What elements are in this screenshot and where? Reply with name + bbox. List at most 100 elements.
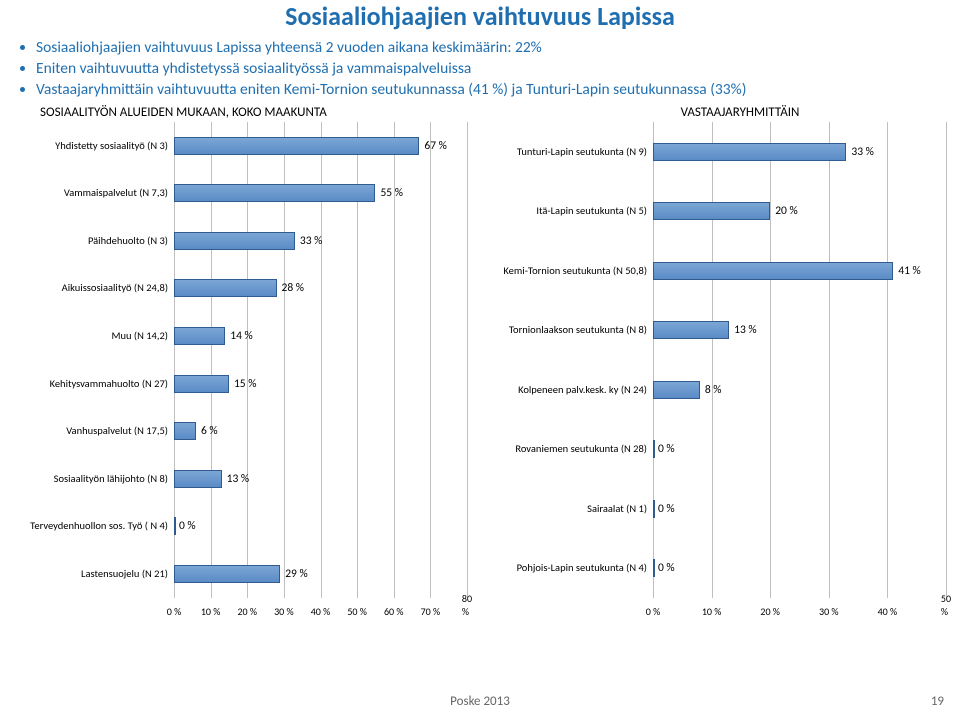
axis-tick: 30 % [274,605,294,618]
bar-value: 33 % [300,234,322,248]
chart-right: 0 % 10 % 20 % 30 % 40 % 50 % Tunturi-Lapin seu… [485,122,954,622]
chart-row: Pohjois-Lapin seutukunta (N 4)0 % [653,557,946,579]
bar-value: 0 % [658,442,675,456]
bar-label: Yhdistetty sosiaalityö (N 3) [6,140,174,152]
bar-value: 13 % [227,472,249,486]
chart-row: Tornionlaakson seutukunta (N 8)13 % [653,319,946,341]
axis-tick: 50 % [347,605,367,618]
axis-tick: 0 % [646,605,660,618]
bar-value: 33 % [851,145,873,159]
gridline [887,122,888,598]
chart-row: Terveydenhuollon sos. Työ ( N 4)0 % [174,515,467,537]
bar-label: Vammaispalvelut (N 7,3) [6,187,174,199]
bar-value: 8 % [705,383,722,397]
bullet-item: Eniten vaihtuvuutta yhdistetyssä sosiaal… [36,59,960,80]
bar-label: Sairaalat (N 1) [485,503,653,515]
axis-tick: 80 % [462,592,472,618]
gridline [770,122,771,598]
bar-value: 20 % [775,204,797,218]
axis-tick: 20 % [237,605,257,618]
bar-value: 55 % [380,186,402,200]
bar-value: 6 % [201,424,218,438]
axis-tick: 60 % [384,605,404,618]
bar [174,517,176,535]
chart-row: Päihdehuolto (N 3)33 % [174,230,467,252]
bar [653,202,770,220]
bar-value: 14 % [230,329,252,343]
chart-row: Muu (N 14,2)14 % [174,325,467,347]
axis-tick: 10 % [201,605,221,618]
bar [174,422,196,440]
bar-label: Vanhuspalvelut (N 17,5) [6,425,174,437]
chart-row: Sosiaalityön lähijohto (N 8)13 % [174,468,467,490]
bar [653,262,893,280]
bar-value: 13 % [734,323,756,337]
axis-tick: 0 % [167,605,181,618]
bar-label: Terveydenhuollon sos. Työ ( N 4) [6,521,174,533]
axis-tick: 70 % [421,605,441,618]
axis-tick: 20 % [760,605,780,618]
bar [653,381,700,399]
bar [174,232,295,250]
chart-row: Yhdistetty sosiaalityö (N 3)67 % [174,135,467,157]
axis-tick: 40 % [878,605,898,618]
chart-row: Vammaispalvelut (N 7,3)55 % [174,182,467,204]
bar-value: 67 % [424,139,446,153]
right-column-header: VASTAAJARYHMITTÄIN [480,105,960,120]
axis-tick: 50 % [941,592,951,618]
left-column-header: SOSIAALITYÖN ALUEIDEN MUKAAN, KOKO MAAKU… [0,105,480,120]
bar [174,279,277,297]
chart-row: Kolpeneen palv.kesk. ky (N 24)8 % [653,379,946,401]
axis-tick: 40 % [311,605,331,618]
chart-row: Itä-Lapin seutukunta (N 5)20 % [653,200,946,222]
footer-text: Poske 2013 [0,694,960,709]
chart-row: Sairaalat (N 1)0 % [653,498,946,520]
bar [653,500,655,518]
bar-label: Kemi-Tornion seutukunta (N 50,8) [485,265,653,277]
chart-row: Kemi-Tornion seutukunta (N 50,8)41 % [653,260,946,282]
bar [653,440,655,458]
bar-value: 0 % [658,561,675,575]
bar [174,565,280,583]
bar [174,375,229,393]
bar [653,143,846,161]
bullets-list: Sosiaaliohjaajien vaihtuvuus Lapissa yht… [18,38,960,101]
gridline [467,122,468,598]
bar-value: 0 % [179,519,196,533]
chart-row: Kehitysvammahuolto (N 27)15 % [174,373,467,395]
bar-label: Itä-Lapin seutukunta (N 5) [485,205,653,217]
bar [653,321,729,339]
bar [653,559,655,577]
chart-row: Rovaniemen seutukunta (N 28)0 % [653,438,946,460]
bar-label: Aikuissosiaalityö (N 24,8) [6,283,174,295]
bar-value: 28 % [282,281,304,295]
axis-tick: 10 % [702,605,722,618]
page-title: Sosiaaliohjaajien vaihtuvuus Lapissa [0,0,960,32]
bar-label: Tornionlaakson seutukunta (N 8) [485,324,653,336]
bar-value: 41 % [898,264,920,278]
bar-value: 0 % [658,502,675,516]
chart-row: Aikuissosiaalityö (N 24,8)28 % [174,277,467,299]
bar-label: Sosiaalityön lähijohto (N 8) [6,473,174,485]
page-number: 19 [931,694,944,709]
bullet-item: Sosiaaliohjaajien vaihtuvuus Lapissa yht… [36,38,960,59]
bar-label: Tunturi-Lapin seutukunta (N 9) [485,146,653,158]
gridline [829,122,830,598]
axis-tick: 30 % [819,605,839,618]
chart-row: Tunturi-Lapin seutukunta (N 9)33 % [653,141,946,163]
bullet-item: Vastaajaryhmittäin vaihtuvuutta eniten K… [36,80,960,101]
bar-value: 15 % [234,377,256,391]
bar [174,327,225,345]
gridline [946,122,947,598]
bar [174,470,222,488]
bar [174,137,419,155]
bar [174,184,375,202]
chart-row: Lastensuojelu (N 21)29 % [174,563,467,585]
bar-label: Päihdehuolto (N 3) [6,235,174,247]
bar-label: Pohjois-Lapin seutukunta (N 4) [485,562,653,574]
bar-label: Lastensuojelu (N 21) [6,568,174,580]
chart-row: Vanhuspalvelut (N 17,5)6 % [174,420,467,442]
bar-label: Rovaniemen seutukunta (N 28) [485,443,653,455]
bar-label: Kolpeneen palv.kesk. ky (N 24) [485,384,653,396]
gridline [653,122,654,598]
